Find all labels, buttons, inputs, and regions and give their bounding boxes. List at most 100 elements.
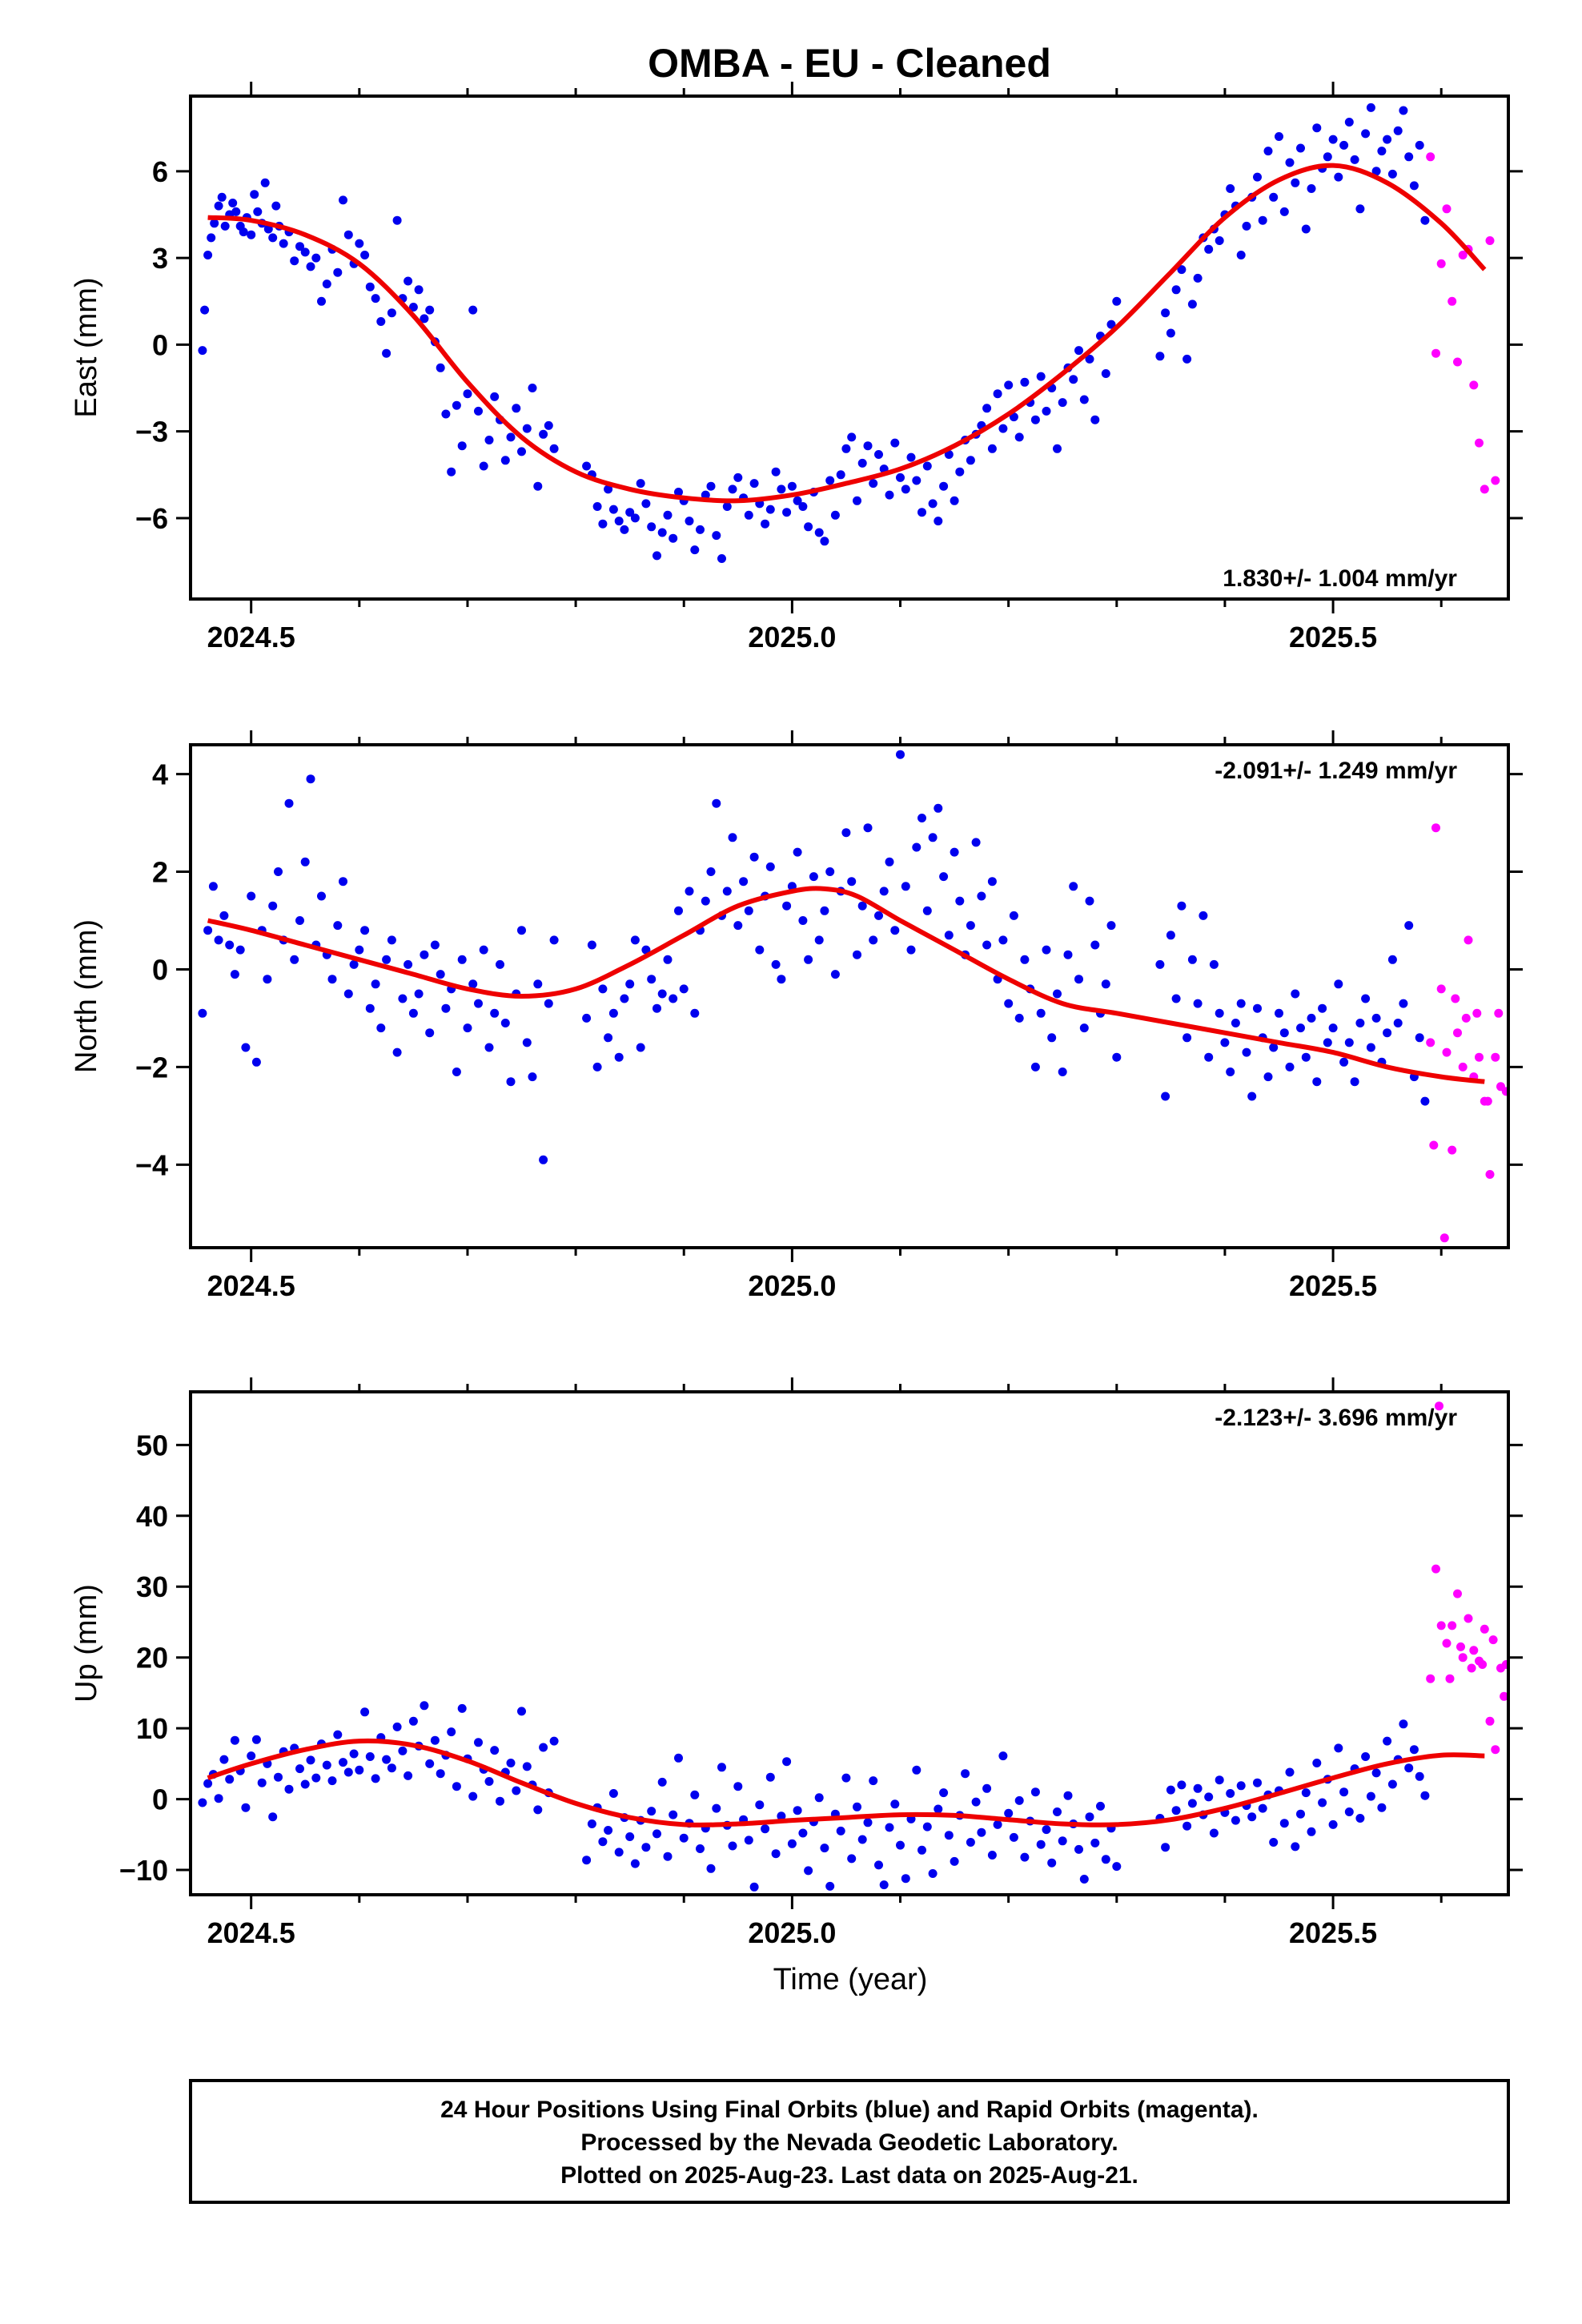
final-orbit-point xyxy=(885,857,894,866)
final-orbit-point xyxy=(219,1755,229,1764)
final-orbit-point xyxy=(841,828,851,838)
final-orbit-point xyxy=(982,1783,992,1793)
final-orbit-point xyxy=(749,479,759,489)
final-orbit-point xyxy=(674,906,683,915)
final-orbit-point xyxy=(863,441,873,451)
final-orbit-point xyxy=(300,857,310,866)
final-orbit-point xyxy=(247,891,256,901)
footer-box: 24 Hour Positions Using Final Orbits (bl… xyxy=(189,2079,1510,2204)
final-orbit-point xyxy=(847,432,857,442)
final-orbit-point xyxy=(696,525,705,534)
final-orbit-point xyxy=(1279,1819,1289,1828)
final-orbit-point xyxy=(225,1775,235,1784)
final-orbit-point xyxy=(987,1851,997,1860)
up-panel: 2024.5 2025.0 2025.5 −10 0 10 20 30 40 50 Up (mm) -… xyxy=(70,1377,1523,1949)
final-orbit-point xyxy=(722,887,732,896)
final-orbit-point xyxy=(1334,172,1343,182)
x-tick-label: 2024.5 xyxy=(207,1916,295,1949)
final-orbit-point xyxy=(782,901,792,911)
final-orbit-point xyxy=(322,1760,331,1770)
final-orbit-point xyxy=(1366,1791,1375,1801)
final-orbit-point xyxy=(825,1881,835,1891)
final-orbit-point xyxy=(1318,1003,1327,1013)
final-orbit-point xyxy=(528,1072,537,1082)
final-orbit-point xyxy=(333,921,343,931)
final-orbit-point xyxy=(436,363,445,372)
final-orbit-point xyxy=(1420,215,1430,225)
final-orbit-point xyxy=(339,877,347,887)
final-orbit-point xyxy=(663,955,673,964)
final-orbit-point xyxy=(479,461,488,471)
final-orbit-point xyxy=(890,1799,900,1809)
final-orbit-point xyxy=(247,1751,256,1761)
final-orbit-point xyxy=(912,1765,921,1775)
final-orbit-point xyxy=(777,485,786,494)
final-orbit-point xyxy=(625,508,635,517)
final-orbit-point xyxy=(1275,132,1283,141)
final-orbit-point xyxy=(939,481,949,491)
final-orbit-point xyxy=(1112,296,1122,306)
rapid-orbit-point xyxy=(1436,1621,1446,1630)
final-orbit-point xyxy=(365,282,375,292)
y-axis-title: Up (mm) xyxy=(70,1584,103,1703)
final-orbit-point xyxy=(1036,1839,1046,1849)
final-orbit-point xyxy=(771,467,781,476)
y-tick-label: 50 xyxy=(136,1429,168,1462)
final-orbit-point xyxy=(728,833,737,842)
final-orbit-point xyxy=(1009,911,1018,920)
final-orbit-point xyxy=(771,959,781,969)
final-orbit-point xyxy=(977,1827,986,1837)
final-orbit-point xyxy=(198,1798,207,1807)
final-orbit-point xyxy=(1042,406,1051,416)
final-orbit-point xyxy=(804,522,813,532)
final-orbit-point xyxy=(1106,921,1116,931)
final-orbit-point xyxy=(1193,273,1203,283)
final-orbit-point xyxy=(253,207,263,216)
final-orbit-point xyxy=(717,1763,726,1772)
final-orbit-point xyxy=(592,502,602,511)
final-orbit-point xyxy=(420,314,429,324)
north-panel: 2024.5 2025.0 2025.5 −4 −2 0 2 4 North (mm) -2.09… xyxy=(70,730,1523,1302)
x-tick-label: 2025.0 xyxy=(748,621,836,653)
rapid-orbit-point xyxy=(1491,476,1500,485)
final-orbit-point xyxy=(950,847,959,857)
final-orbit-point xyxy=(468,1791,478,1801)
final-orbit-point xyxy=(1296,1023,1305,1033)
final-orbit-point xyxy=(1187,300,1197,309)
final-orbit-point xyxy=(885,1823,894,1832)
final-orbit-point xyxy=(1014,432,1024,442)
final-orbit-point xyxy=(355,1765,364,1775)
final-orbit-point xyxy=(874,911,883,920)
final-orbit-point xyxy=(355,239,364,248)
final-orbit-point xyxy=(630,1859,640,1868)
final-orbit-point xyxy=(1053,444,1062,453)
final-orbit-point xyxy=(608,505,618,514)
final-orbit-point xyxy=(1247,1092,1257,1101)
final-orbit-point xyxy=(1112,1052,1122,1062)
final-orbit-point xyxy=(1279,1028,1289,1038)
final-orbit-point xyxy=(604,485,613,494)
final-orbit-point xyxy=(257,1778,267,1787)
final-orbit-point xyxy=(1085,354,1094,364)
final-orbit-point xyxy=(1415,1033,1424,1043)
final-orbit-point xyxy=(544,420,553,430)
final-orbit-point xyxy=(474,999,483,1008)
final-orbit-point xyxy=(1258,1803,1267,1813)
final-orbit-point xyxy=(809,872,818,882)
final-orbit-point xyxy=(793,1806,802,1815)
final-orbit-point xyxy=(484,436,494,444)
final-orbit-point xyxy=(765,1772,775,1782)
final-orbit-point xyxy=(1079,395,1089,404)
final-orbit-point xyxy=(311,253,321,263)
final-orbit-point xyxy=(382,1755,391,1764)
final-orbit-point xyxy=(928,833,938,842)
final-orbit-point xyxy=(295,1764,304,1774)
y-tick-label: −6 xyxy=(135,502,168,535)
final-orbit-point xyxy=(1307,1827,1316,1836)
final-orbit-point xyxy=(1242,1047,1251,1057)
final-orbit-point xyxy=(228,199,238,207)
final-orbit-point xyxy=(387,308,396,318)
final-orbit-point xyxy=(468,305,478,315)
rapid-orbit-point xyxy=(1431,348,1440,358)
final-orbit-point xyxy=(371,979,380,989)
